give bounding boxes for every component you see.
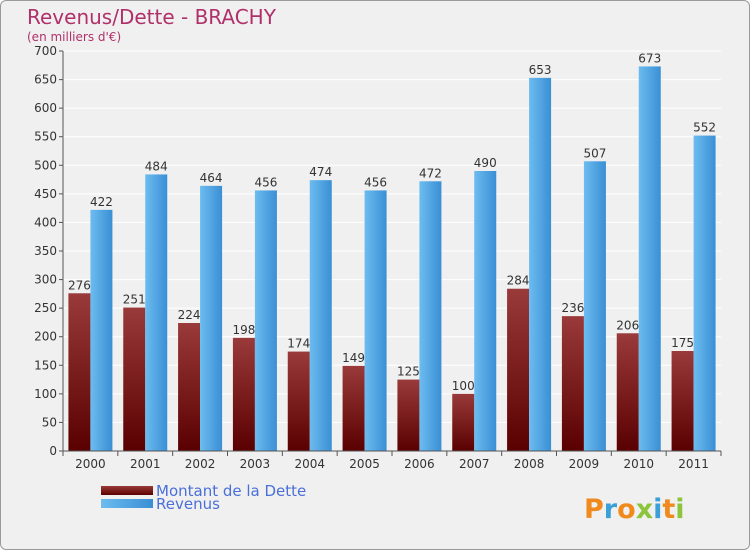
value-label-revenus-2006: 472: [419, 166, 442, 180]
legend-label-revenus: Revenus: [156, 495, 220, 513]
value-label-dette-2011: 175: [671, 336, 694, 350]
bar-dette-2008: [507, 288, 530, 451]
x-tick-label-2007: 2007: [459, 457, 490, 471]
bar-dette-2007: [452, 393, 475, 451]
x-tick-label-2002: 2002: [185, 457, 216, 471]
x-tick-label-2003: 2003: [240, 457, 271, 471]
y-tick-label-250: 250: [34, 301, 57, 315]
x-tick-label-2005: 2005: [349, 457, 380, 471]
value-label-revenus-2005: 456: [364, 175, 387, 189]
bar-revenus-2011: [693, 135, 716, 452]
bar-dette-2000: [68, 293, 91, 451]
logo-text: Proxiti: [584, 494, 685, 525]
bar-dette-2002: [178, 323, 201, 451]
value-label-revenus-2009: 507: [583, 146, 606, 160]
bar-dette-2006: [397, 379, 420, 451]
value-label-revenus-2002: 464: [200, 171, 223, 185]
value-label-dette-2010: 206: [616, 318, 639, 332]
bar-revenus-2008: [529, 77, 552, 451]
y-tick-label-100: 100: [34, 387, 57, 401]
bar-revenus-2010: [638, 66, 661, 451]
y-tick-label-500: 500: [34, 158, 57, 172]
x-tick-label-2009: 2009: [569, 457, 600, 471]
value-label-dette-2002: 224: [178, 308, 201, 322]
bar-dette-2001: [123, 307, 146, 451]
bar-revenus-2000: [90, 209, 113, 451]
chart-title: Revenus/Dette - BRACHY: [27, 5, 277, 29]
bar-dette-2011: [671, 351, 694, 451]
x-tick-label-2008: 2008: [514, 457, 545, 471]
legend-swatch-revenus: [101, 499, 153, 508]
value-label-revenus-2011: 552: [693, 121, 716, 135]
value-label-dette-2000: 276: [68, 278, 91, 292]
x-tick-label-2011: 2011: [678, 457, 709, 471]
y-tick-label-450: 450: [34, 187, 57, 201]
x-tick-label-2006: 2006: [404, 457, 435, 471]
y-tick-label-150: 150: [34, 358, 57, 372]
bar-dette-2005: [342, 365, 365, 451]
bar-revenus-2007: [474, 171, 497, 451]
value-label-dette-2009: 236: [561, 301, 584, 315]
y-tick-label-0: 0: [49, 444, 57, 458]
value-label-revenus-2000: 422: [90, 195, 113, 209]
y-tick-label-300: 300: [34, 273, 57, 287]
y-tick-label-600: 600: [34, 101, 57, 115]
x-tick-label-2001: 2001: [130, 457, 161, 471]
value-label-dette-2003: 198: [232, 323, 255, 337]
bar-dette-2009: [561, 316, 584, 451]
value-label-revenus-2003: 456: [254, 175, 277, 189]
x-tick-label-2000: 2000: [75, 457, 106, 471]
proxiti-logo: Proxiti: [584, 494, 685, 525]
y-tick-label-50: 50: [42, 415, 57, 429]
value-label-dette-2005: 149: [342, 351, 365, 365]
bar-dette-2004: [287, 351, 310, 451]
value-label-dette-2006: 125: [397, 365, 420, 379]
value-label-dette-2004: 174: [287, 337, 310, 351]
value-label-revenus-2010: 673: [638, 51, 661, 65]
value-label-dette-2001: 251: [123, 293, 146, 307]
bar-revenus-2002: [200, 185, 223, 451]
value-label-revenus-2001: 484: [145, 159, 168, 173]
y-tick-label-400: 400: [34, 215, 57, 229]
y-tick-label-550: 550: [34, 130, 57, 144]
value-label-revenus-2004: 474: [309, 165, 332, 179]
value-label-revenus-2008: 653: [529, 63, 552, 77]
legend-swatch-dette: [101, 486, 153, 495]
bar-revenus-2004: [309, 180, 332, 451]
bar-dette-2003: [232, 337, 255, 451]
x-tick-label-2004: 2004: [294, 457, 325, 471]
value-label-dette-2008: 284: [507, 274, 530, 288]
legend-label-dette: Montant de la Dette: [156, 482, 306, 500]
y-tick-label-350: 350: [34, 244, 57, 258]
bar-revenus-2006: [419, 181, 442, 452]
y-tick-label-200: 200: [34, 330, 57, 344]
value-label-dette-2007: 100: [452, 379, 475, 393]
bar-revenus-2009: [583, 161, 606, 452]
bar-revenus-2001: [145, 174, 168, 451]
bar-revenus-2005: [364, 190, 387, 451]
chart-subtitle: (en milliers d'€): [27, 30, 121, 44]
bar-revenus-2003: [254, 190, 277, 451]
y-tick-label-650: 650: [34, 73, 57, 87]
value-label-revenus-2007: 490: [474, 156, 497, 170]
x-tick-label-2010: 2010: [623, 457, 654, 471]
y-tick-label-700: 700: [34, 44, 57, 58]
bar-dette-2010: [616, 333, 639, 451]
